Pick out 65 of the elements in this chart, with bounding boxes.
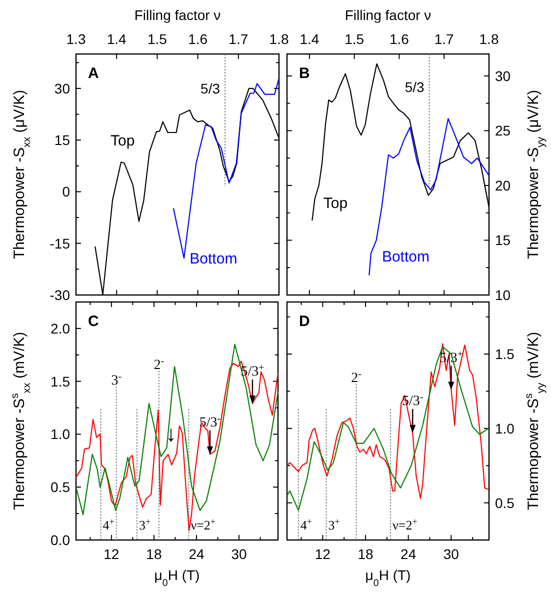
annotation: 2$^{-}$ [351, 368, 362, 386]
annotation: ν=2$^{+}$ [392, 516, 418, 533]
y-tick-label: 0.5 [50, 479, 70, 496]
y-tick-label: 1.5 [495, 346, 515, 362]
x-tick-label: 1.4 [300, 31, 320, 47]
text: B [299, 65, 310, 82]
y-tick-label: 20 [495, 177, 511, 194]
x-tick-label: 18 [146, 546, 162, 562]
annotation: 3$^{-}$ [111, 371, 122, 389]
line-series [368, 118, 490, 276]
annotation: 4$^{+}$ [102, 516, 114, 532]
x-tick-label: 1.7 [228, 31, 248, 47]
annotation: ↓ [165, 420, 176, 446]
series-label: Bottom [382, 248, 430, 266]
x-tick-label: 1.6 [389, 31, 410, 47]
x-tick-label: 12 [314, 546, 331, 562]
y-tick-label: 0 [62, 184, 70, 200]
y-tick-label: 30 [54, 80, 70, 96]
x-tick-label: 12 [104, 546, 120, 562]
series-label: Top [110, 132, 135, 150]
text: D [299, 313, 310, 330]
line-series [75, 360, 279, 532]
text: C [88, 313, 99, 330]
y-tick-label: -15 [50, 235, 70, 252]
y-tick-label: 10 [495, 287, 511, 303]
y-tick-label: 1.5 [50, 373, 70, 390]
x-tick-label: 1.8 [479, 31, 499, 47]
y-tick-label: 0.5 [495, 494, 515, 511]
x-tick-label: 1.3 [66, 31, 86, 47]
y-tick-label: 1.0 [495, 420, 515, 436]
annotation: 5/3$^{-}$ [199, 412, 221, 430]
y-tick-label: 2.0 [50, 320, 70, 336]
line-series [75, 344, 279, 516]
annotation: 3$^{+}$ [328, 516, 340, 533]
x-tick-label: 18 [358, 546, 374, 562]
x-axis-title: μ$_{0}$H (T) [365, 567, 411, 588]
annotation: 3$^{+}$ [138, 516, 151, 532]
y-tick-label: 15 [495, 232, 511, 248]
annotation: 2$^{-}$ [154, 355, 164, 373]
x-tick-label: 1.5 [147, 31, 168, 47]
x-tick-label: 30 [443, 546, 460, 562]
x-axis-title: Filling factor ν [344, 7, 432, 23]
annotation: 4$^{+}$ [300, 516, 312, 533]
x-tick-label: 24 [188, 546, 204, 562]
x-tick-label: 1.5 [344, 31, 364, 47]
legend-label: Top [323, 195, 348, 212]
x-tick-label: 1.8 [269, 31, 289, 47]
annotation: ν=2$^{+}$ [190, 516, 216, 532]
x-tick-label: 1.4 [106, 31, 127, 47]
x-tick-label: 1.6 [188, 31, 208, 47]
x-axis-title: μ$_{0}$H (T) [154, 567, 200, 588]
y-tick-label: 25 [495, 122, 511, 139]
y-tick-label: 30 [495, 68, 511, 84]
x-tick-label: 30 [231, 546, 248, 562]
series-label: Bottom [190, 250, 238, 268]
y-tick-label: -30 [50, 287, 70, 303]
x-tick-label: 1.7 [434, 31, 454, 47]
y-tick-label: 0.0 [50, 532, 70, 548]
annotation: 5/3 [404, 78, 425, 95]
x-tick-label: 24 [400, 546, 416, 562]
x-axis-title: Filling factor ν [134, 7, 221, 23]
annotation: 5/3 [200, 80, 220, 96]
y-tick-label: 15 [54, 132, 70, 148]
y-tick-label: 1.0 [50, 426, 70, 442]
text: A [88, 65, 99, 82]
